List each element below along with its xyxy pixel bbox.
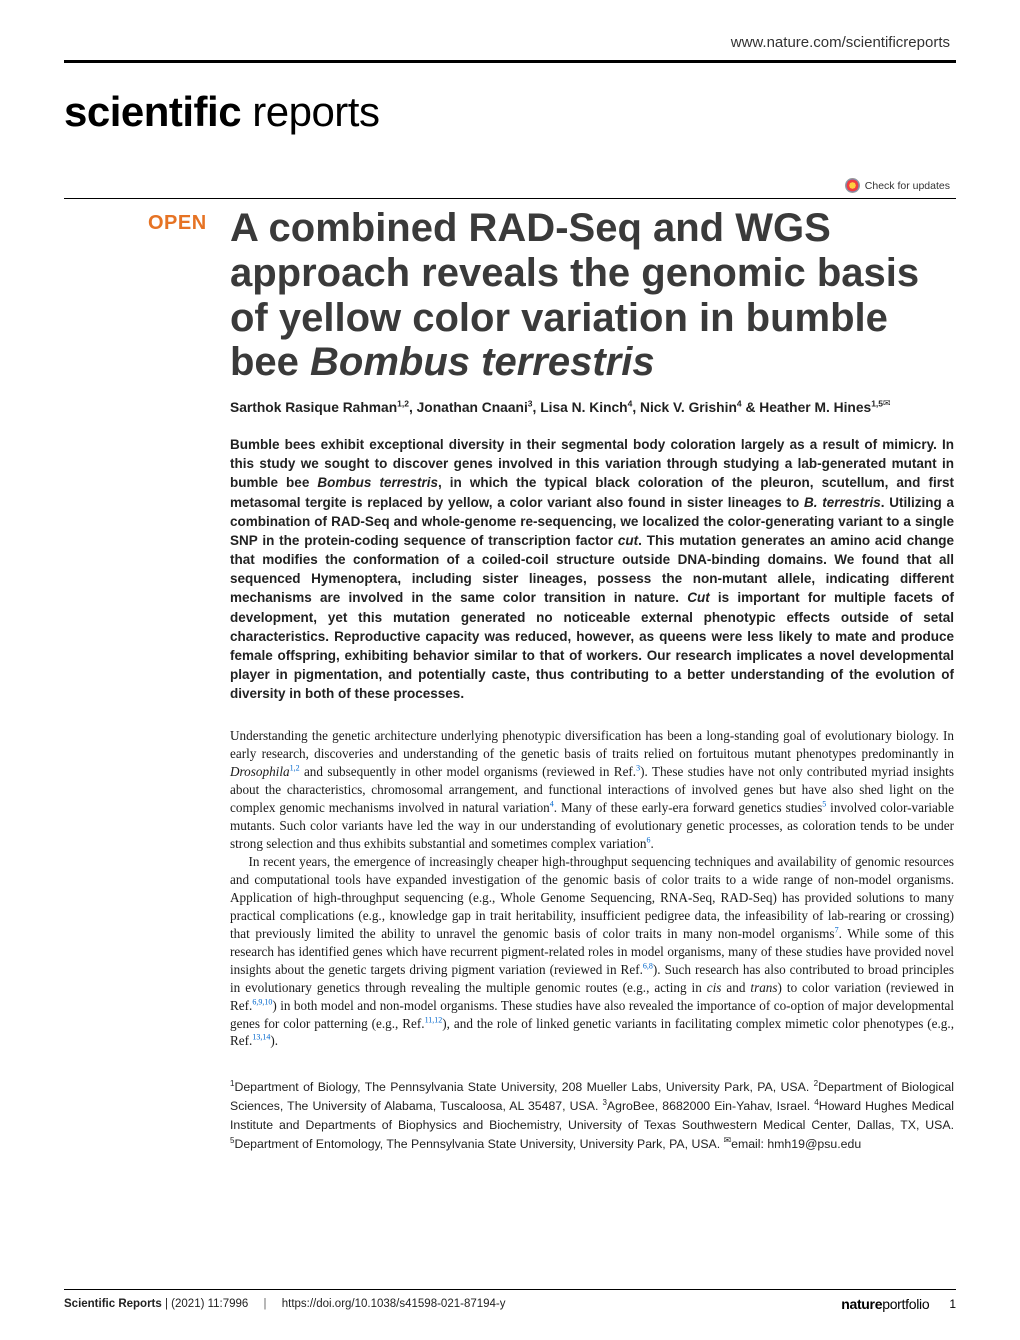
article-body: A combined RAD-Seq and WGS approach reve… (230, 206, 954, 1166)
page-footer: Scientific Reports | (2021) 11:7996 | ht… (64, 1289, 956, 1312)
header-rule (64, 60, 956, 63)
body-paragraph-2: In recent years, the emergence of increa… (230, 853, 954, 1050)
author-list: Sarthok Rasique Rahman1,2, Jonathan Cnaa… (230, 397, 954, 417)
journal-logo: scientific reports (64, 88, 379, 136)
publisher-light: portfolio (882, 1296, 929, 1312)
crossmark-icon (845, 178, 860, 193)
page-number: 1 (949, 1297, 956, 1311)
logo-bold: scientific (64, 88, 241, 135)
footer-citation: Scientific Reports | (2021) 11:7996 | ht… (64, 1298, 506, 1310)
logo-light: reports (241, 88, 379, 135)
article-rule (64, 198, 956, 199)
footer-journal: Scientific Reports (64, 1298, 162, 1310)
corresponding-mail-icon: ✉ (883, 398, 891, 408)
publisher-logo: natureportfolio (841, 1296, 929, 1312)
journal-url: www.nature.com/scientificreports (731, 34, 950, 51)
body-paragraph-1: Understanding the genetic architecture u… (230, 727, 954, 853)
footer-right: natureportfolio 1 (841, 1296, 956, 1312)
open-access-badge: OPEN (148, 212, 207, 235)
check-updates-label: Check for updates (865, 180, 950, 192)
authors-text: Sarthok Rasique Rahman1,2, Jonathan Cnaa… (230, 400, 883, 415)
footer-volume: (2021) 11:7996 (171, 1298, 248, 1310)
footer-doi[interactable]: https://doi.org/10.1038/s41598-021-87194… (282, 1298, 506, 1310)
abstract: Bumble bees exhibit exceptional diversit… (230, 435, 954, 703)
footer-rule (64, 1289, 956, 1290)
title-species: Bombus terrestris (310, 340, 655, 384)
check-for-updates[interactable]: Check for updates (845, 178, 950, 193)
affiliations: 1Department of Biology, The Pennsylvania… (230, 1078, 954, 1153)
article-title: A combined RAD-Seq and WGS approach reve… (230, 206, 954, 385)
publisher-bold: nature (841, 1296, 882, 1312)
